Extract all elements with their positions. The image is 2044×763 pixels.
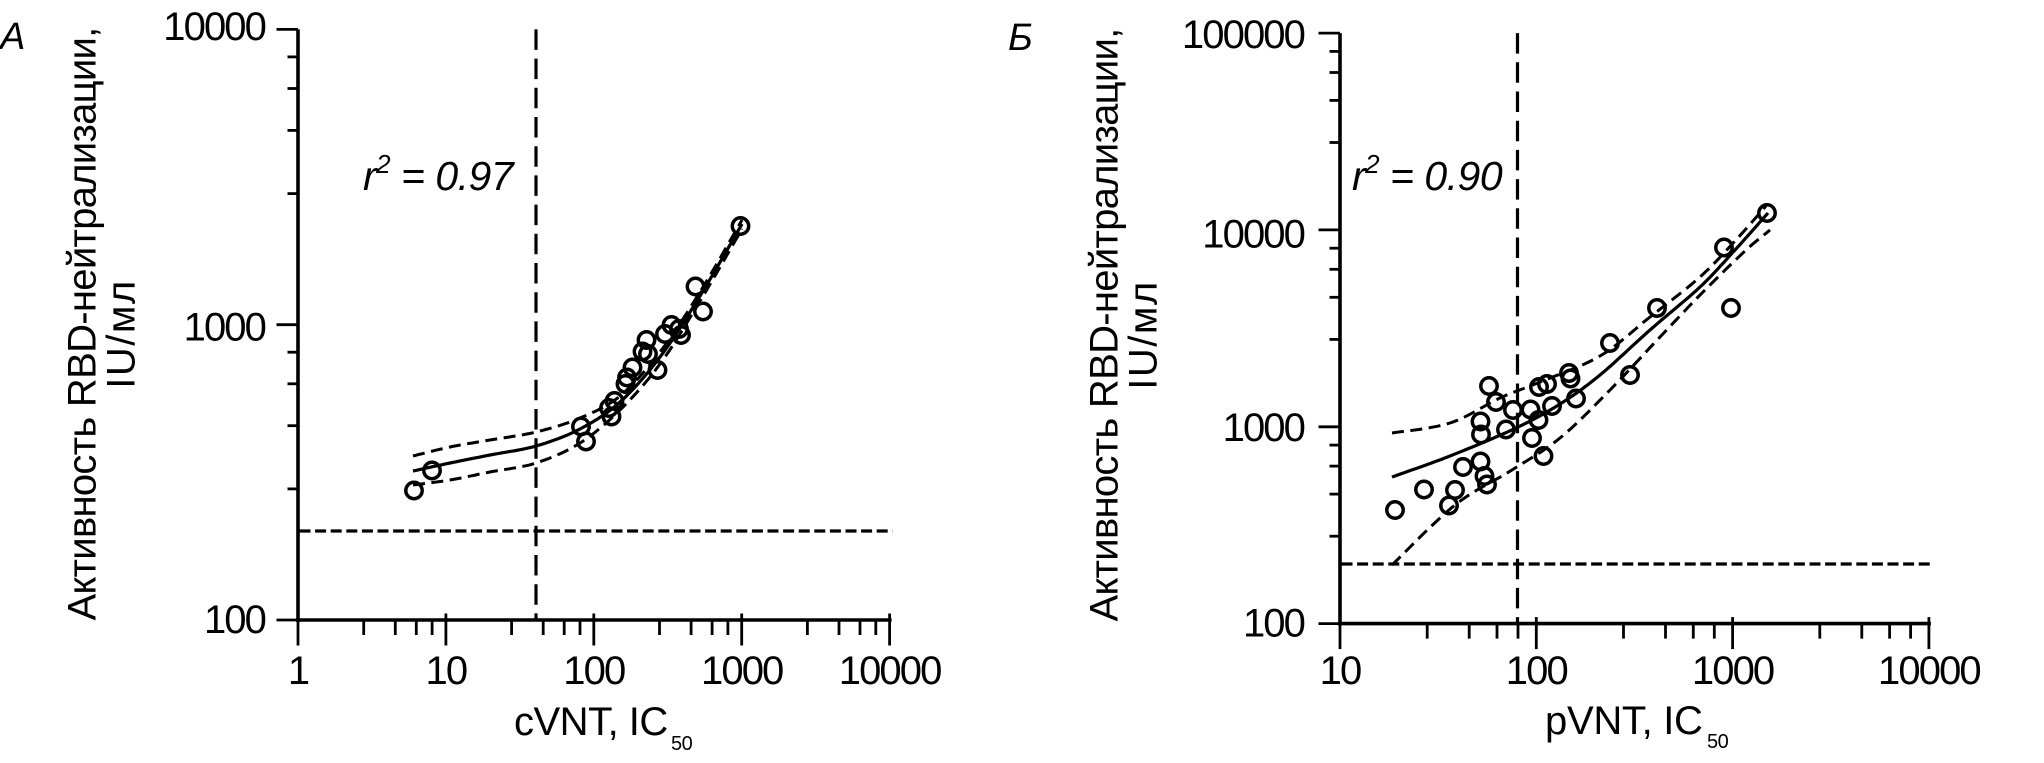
svg-text:r2 = 0.97: r2 = 0.97: [363, 149, 516, 199]
svg-text:10: 10: [426, 649, 467, 693]
svg-text:1000: 1000: [1223, 406, 1305, 450]
svg-text:100: 100: [1243, 602, 1305, 646]
svg-text:1000: 1000: [1692, 649, 1774, 693]
svg-text:10000: 10000: [163, 5, 265, 49]
svg-text:Активность RBD-нейтрализации,: Активность RBD-нейтрализации,: [1083, 28, 1127, 621]
svg-text:cVNT, IC: cVNT, IC: [514, 700, 668, 744]
svg-text:10000: 10000: [839, 649, 941, 693]
svg-text:10: 10: [1320, 649, 1361, 693]
svg-text:1000: 1000: [701, 649, 783, 693]
svg-text:100: 100: [204, 598, 266, 642]
svg-text:50: 50: [1707, 731, 1729, 753]
svg-text:100: 100: [1506, 649, 1568, 693]
svg-text:10000: 10000: [1878, 649, 1980, 693]
svg-text:50: 50: [671, 733, 693, 755]
svg-text:IU/мл: IU/мл: [100, 279, 144, 388]
svg-text:pVNT, IC: pVNT, IC: [1545, 699, 1703, 743]
svg-text:100000: 100000: [1182, 13, 1305, 57]
svg-text:10000: 10000: [1202, 213, 1304, 257]
svg-text:1000: 1000: [184, 306, 266, 350]
svg-text:IU/мл: IU/мл: [1122, 280, 1166, 389]
svg-text:100: 100: [563, 649, 625, 693]
svg-text:Активность RBD-нейтрализации,: Активность RBD-нейтрализации,: [61, 27, 105, 620]
svg-text:1: 1: [288, 649, 309, 693]
svg-text:А: А: [0, 16, 25, 58]
svg-text:Б: Б: [1008, 17, 1033, 59]
